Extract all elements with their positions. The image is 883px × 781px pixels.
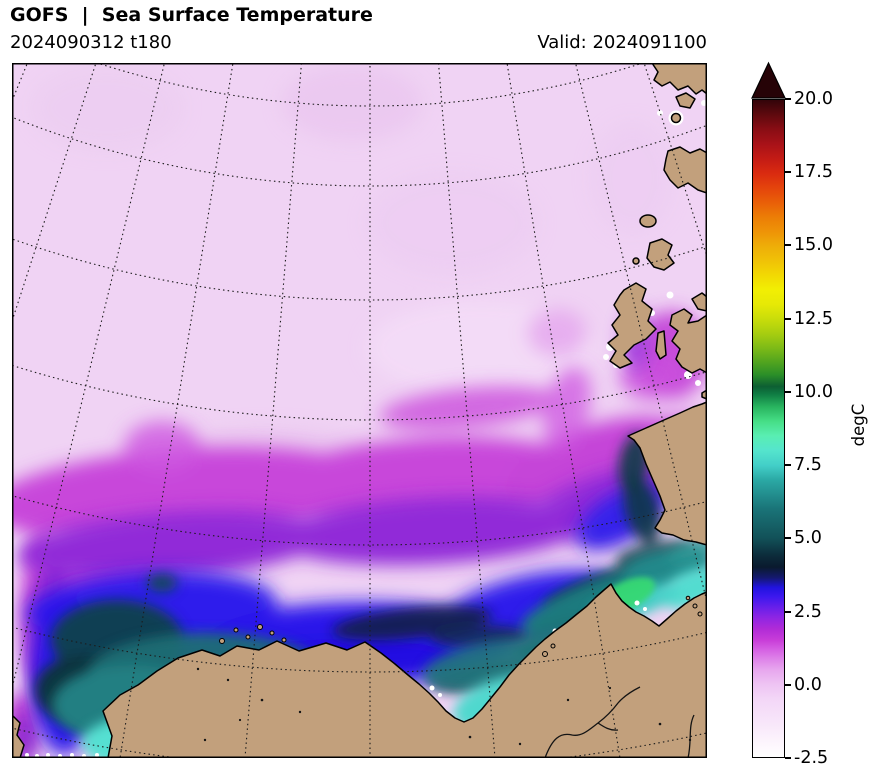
- colorbar-tick-label: 15.0: [794, 235, 833, 256]
- colorbar-gradient: [752, 99, 785, 758]
- islets-offshore: [219, 595, 703, 657]
- island-lower-west: [607, 282, 657, 369]
- model-run-label: 2024090312 t180: [10, 32, 172, 53]
- lakes: [196, 667, 692, 746]
- island-lower-east: [669, 308, 707, 374]
- island-archipelago-top: [651, 63, 707, 95]
- valid-time-label: Valid: 2024091100: [537, 32, 707, 53]
- land-siberian-mainland: [102, 583, 707, 758]
- colorbar-tick-label: 10.0: [794, 381, 833, 402]
- island-lower-ne: [691, 292, 707, 312]
- land-bottom-left-cape: [12, 714, 25, 758]
- colorbar-tick-mark: [785, 244, 791, 247]
- rivers: [544, 686, 695, 758]
- colorbar-tick-mark: [785, 683, 791, 686]
- island-archipelago-top-lobe: [675, 92, 696, 109]
- colorbar-tick-mark: [785, 390, 791, 393]
- sst-map: [12, 63, 707, 758]
- land-severnaya-zemlya: [627, 401, 707, 546]
- island-mid-east: [663, 146, 707, 194]
- colorbar-tick-label: 7.5: [794, 455, 822, 476]
- colorbar-over-arrow: [751, 61, 786, 99]
- colorbar-tick-label: 12.5: [794, 308, 833, 329]
- colorbar-tick-mark: [785, 464, 791, 467]
- colorbar-tick-mark: [785, 537, 791, 540]
- island-small-ringed: [670, 112, 682, 124]
- land: [12, 63, 707, 758]
- island-small-1: [639, 214, 657, 228]
- colorbar-tick-label: 2.5: [794, 601, 822, 622]
- colorbar-tick-mark: [785, 757, 791, 759]
- sst-map-canvas: [12, 63, 707, 758]
- colorbar-tick-mark: [785, 171, 791, 174]
- colorbar-tick-label: 17.5: [794, 162, 833, 183]
- island-channel-bar: [655, 330, 667, 360]
- colorbar-tick-label: 5.0: [794, 528, 822, 549]
- colorbar-tick-label: 0.0: [794, 674, 822, 695]
- colorbar-tick-mark: [785, 610, 791, 613]
- colorbar-tick-mark: [785, 317, 791, 320]
- island-tiny-1: [632, 257, 640, 265]
- plot-title: GOFS | Sea Surface Temperature: [10, 4, 373, 26]
- map-border: [12, 63, 707, 758]
- colorbar-tick-label: 20.0: [794, 89, 833, 109]
- colorbar-tick-label: -2.5: [794, 748, 829, 768]
- colorbar-tick-mark: [785, 98, 791, 100]
- colorbar-unit-label: degC: [849, 403, 868, 447]
- graticule: [12, 63, 707, 758]
- island-small-2: [646, 238, 675, 271]
